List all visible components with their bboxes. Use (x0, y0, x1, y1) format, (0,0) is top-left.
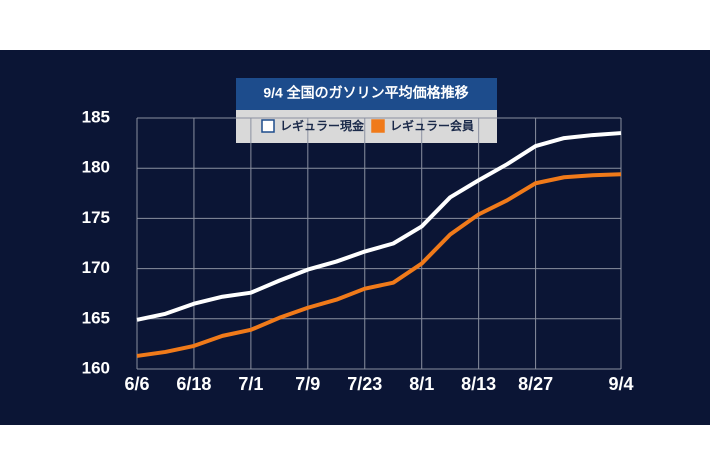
x-tick-label: 9/4 (608, 374, 633, 394)
legend-swatch (371, 119, 385, 133)
legend-label: レギュラー会員 (390, 118, 474, 133)
x-tick-label: 7/1 (238, 374, 263, 394)
x-tick-label: 8/13 (461, 374, 496, 394)
legend-box (236, 110, 497, 143)
chart-title: 9/4 全国のガソリン平均価格推移 (263, 85, 468, 101)
x-tick-label: 7/9 (295, 374, 320, 394)
legend-label: レギュラー現金 (280, 118, 365, 133)
y-tick-label: 175 (82, 208, 110, 227)
x-tick-label: 6/6 (124, 374, 149, 394)
title-box (236, 78, 497, 110)
x-tick-label: 6/18 (176, 374, 211, 394)
line (136, 172, 622, 358)
line (136, 131, 622, 322)
x-tick-label: 7/23 (347, 374, 382, 394)
y-tick-label: 185 (82, 107, 110, 126)
y-tick-label: 160 (82, 358, 110, 377)
x-tick-label: 8/27 (518, 374, 553, 394)
x-tick-label: 8/1 (409, 374, 434, 394)
y-tick-label: 180 (82, 158, 110, 177)
y-tick-label: 165 (82, 308, 110, 327)
y-tick-label: 170 (82, 258, 110, 277)
legend-swatch (261, 119, 275, 133)
